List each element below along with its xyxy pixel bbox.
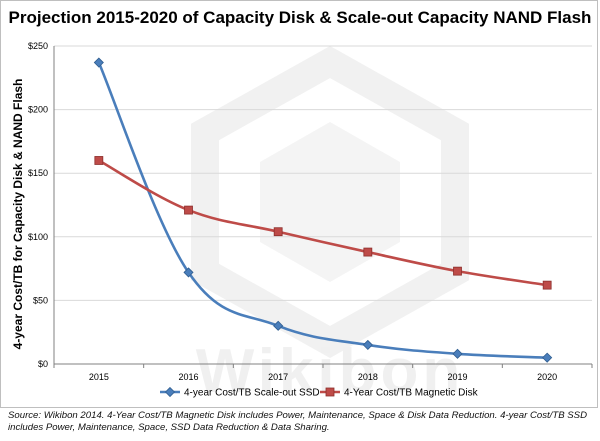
disk-series-point	[273, 227, 283, 237]
ssd-series-point	[452, 348, 463, 359]
ssd-series-point	[542, 352, 553, 363]
x-tick-label: 2016	[178, 372, 198, 382]
chart-frame	[0, 0, 598, 408]
x-tick-label: 2018	[358, 372, 378, 382]
disk-series-point	[94, 156, 104, 165]
ssd-series-point	[273, 320, 284, 331]
y-tick-label: $100	[28, 232, 48, 242]
line-chart: Wikibon $0$50$100$150$200$250 2015 2016 20…	[11, 41, 593, 406]
ssd-series-point	[183, 267, 194, 278]
y-tick-label: $200	[28, 105, 48, 115]
x-tick-label: 2019	[447, 372, 467, 382]
y-tick-label: $50	[33, 295, 48, 305]
disk-series	[94, 156, 552, 290]
chart-title: Projection 2015-2020 of Capacity Disk & …	[8, 8, 592, 27]
y-tick-label: $250	[28, 41, 48, 51]
legend: 4-year Cost/TB Scale-out SSD 4-Year Cost/…	[160, 386, 479, 399]
y-tick-labels: $0 $50 $100 $150 $200 $250	[28, 41, 48, 369]
axes	[53, 46, 593, 368]
legend-item-ssd-swatch-marker	[164, 386, 176, 398]
ssd-series-point	[362, 339, 373, 350]
disk-series-line	[98, 159, 548, 287]
series	[93, 57, 553, 363]
x-tick-label: 2015	[89, 372, 109, 382]
legend-item-disk: 4-Year Cost/TB Magnetic Disk	[320, 388, 479, 399]
x-tick-label: 2020	[537, 372, 557, 382]
watermark-logo: Wikibon	[191, 45, 469, 406]
ssd-series-point	[93, 57, 104, 68]
disk-series-point	[453, 266, 462, 276]
grid-lines	[54, 45, 592, 301]
legend-item-disk-label: 4-Year Cost/TB Magnetic Disk	[344, 388, 479, 399]
disk-series-point	[542, 280, 552, 290]
x-tick-labels: 2015 2016 2017 2018 2019 2020	[89, 372, 557, 382]
x-tick-label: 2017	[268, 372, 288, 382]
y-tick-label: $150	[28, 168, 48, 178]
legend-item-ssd-label: 4-year Cost/TB Scale-out SSD	[184, 388, 320, 399]
y-axis-label: 4-year Cost/TB for Capacity Disk & NAND …	[11, 79, 25, 350]
source-note: Source: Wikibon 2014. 4-Year Cost/TB Mag…	[8, 410, 588, 433]
y-tick-label: $0	[38, 359, 48, 369]
legend-item-disk-swatch-marker	[325, 387, 335, 397]
ssd-series	[93, 57, 553, 363]
disk-series-point	[184, 205, 193, 215]
disk-series-point	[363, 247, 373, 257]
legend-item-ssd: 4-year Cost/TB Scale-out SSD	[160, 386, 320, 399]
